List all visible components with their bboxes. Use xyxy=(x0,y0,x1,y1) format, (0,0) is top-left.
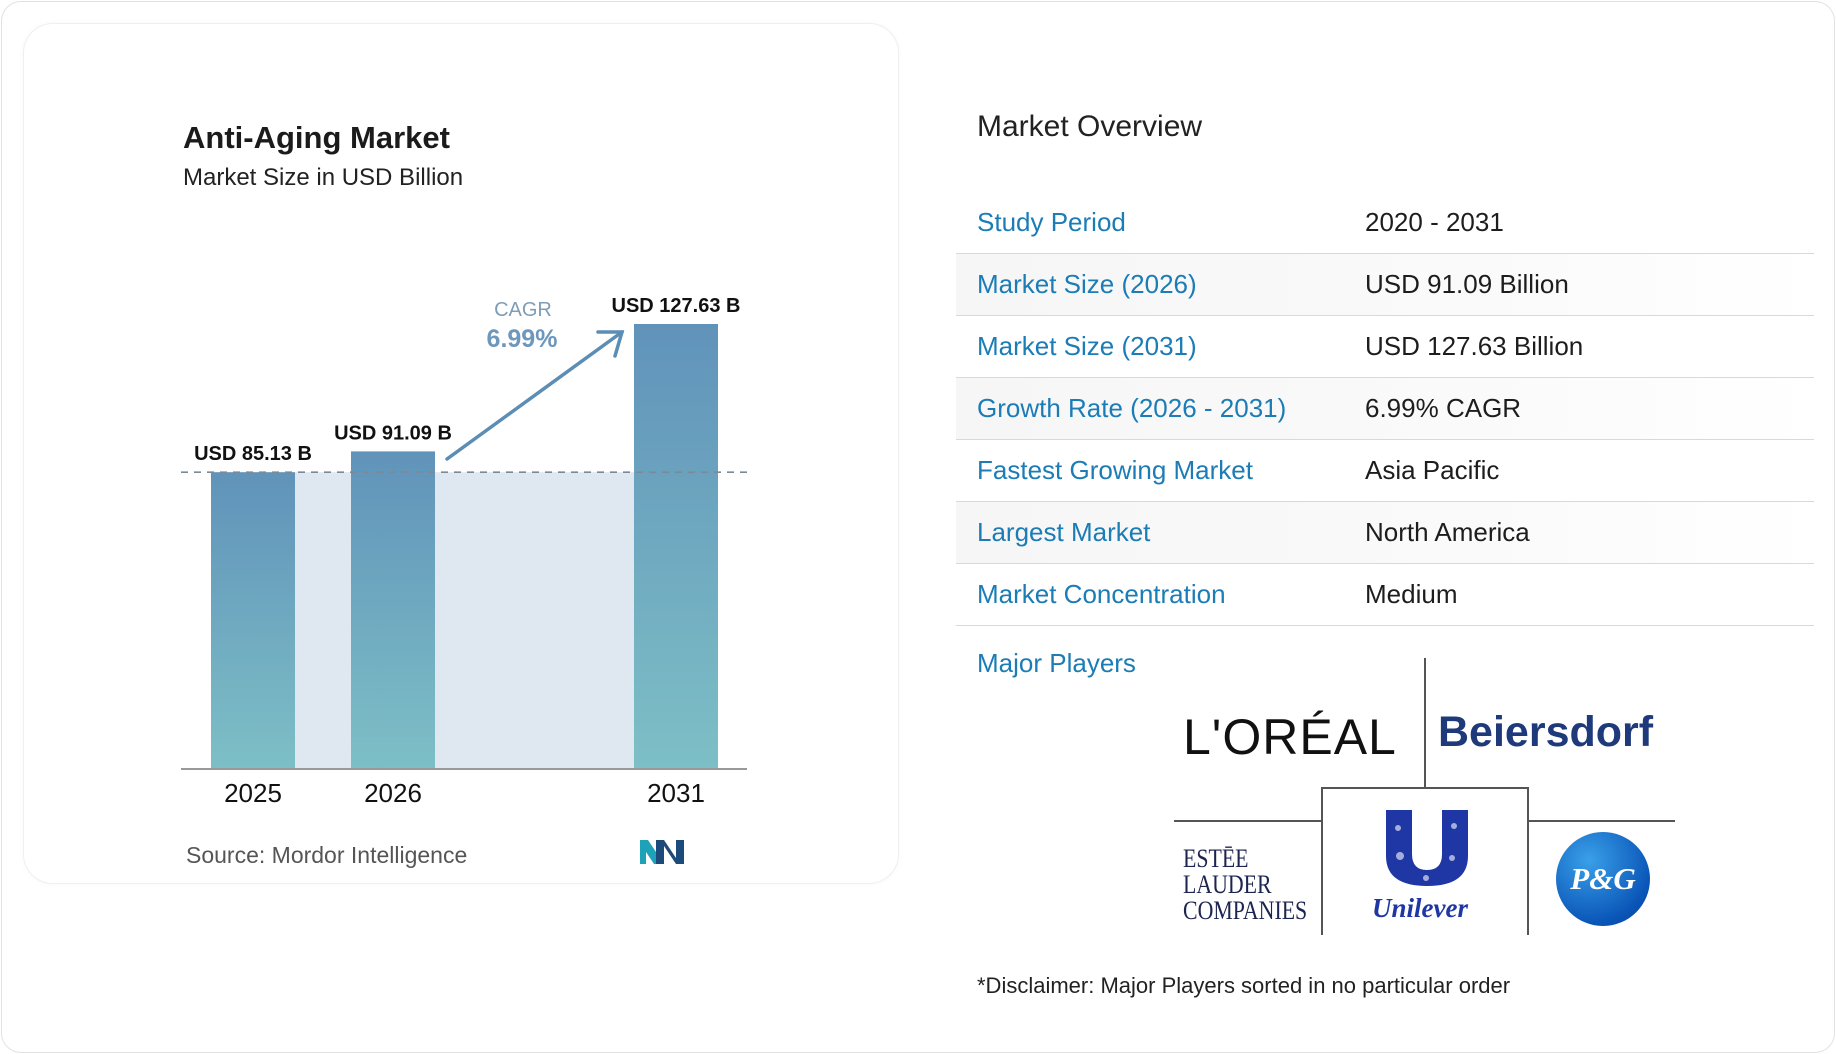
unilever-u-icon xyxy=(1378,808,1476,888)
row-label: Market Concentration xyxy=(977,579,1226,609)
disclaimer: *Disclaimer: Major Players sorted in no … xyxy=(977,973,1511,998)
pg-logo: P&G xyxy=(1556,832,1650,926)
beiersdorf-logo: Beiersdorf xyxy=(1438,708,1654,756)
row-label: Market Size (2026) xyxy=(977,269,1197,299)
row-label: Market Size (2031) xyxy=(977,331,1197,361)
row-value: North America xyxy=(1365,517,1530,547)
row-label: Fastest Growing Market xyxy=(977,455,1253,485)
logo-box xyxy=(1321,787,1529,935)
row-label: Growth Rate (2026 - 2031) xyxy=(977,393,1287,423)
data-label: USD 91.09 B xyxy=(334,422,452,444)
chart-subtitle: Market Size in USD Billion xyxy=(183,164,464,191)
divider xyxy=(1528,820,1675,822)
overview-row: Market Size (2026) USD 91.09 Billion xyxy=(956,254,1814,316)
row-value: Medium xyxy=(1365,579,1458,609)
x-tick-label: 2025 xyxy=(224,778,282,808)
bar-2025 xyxy=(211,472,295,769)
row-label: Study Period xyxy=(977,207,1126,237)
bar-2031 xyxy=(634,324,718,769)
source-text: Source: Mordor Intelligence xyxy=(186,842,468,868)
row-value: USD 91.09 Billion xyxy=(1365,269,1569,299)
cagr-label: CAGR xyxy=(494,299,552,321)
overview-row: Study Period 2020 - 2031 xyxy=(956,192,1814,254)
overview-row: Fastest Growing Market Asia Pacific xyxy=(956,440,1814,502)
overview-title: Market Overview xyxy=(977,110,1203,143)
row-label: Largest Market xyxy=(977,517,1151,547)
x-tick-label: 2031 xyxy=(647,778,705,808)
overview-row: Growth Rate (2026 - 2031) 6.99% CAGR xyxy=(956,378,1814,440)
cagr-value: 6.99% xyxy=(487,325,558,353)
mordor-logo-icon xyxy=(640,840,684,864)
row-value: 6.99% CAGR xyxy=(1365,393,1522,423)
estee-lauder-logo: ESTĒE LAUDER COMPANIES xyxy=(1183,844,1308,925)
major-players-label: Major Players xyxy=(977,648,1136,678)
unilever-logo: Unilever xyxy=(1372,893,1468,923)
overview-row: Market Size (2031) USD 127.63 Billion xyxy=(956,316,1814,378)
overview-row: Market Concentration Medium xyxy=(956,564,1814,626)
shaded-baseline-area xyxy=(295,472,634,769)
x-tick-label: 2026 xyxy=(364,778,422,808)
loreal-logo: L'ORÉAL xyxy=(1183,709,1397,765)
chart-card xyxy=(23,23,899,884)
row-value: USD 127.63 Billion xyxy=(1365,331,1584,361)
overview-row: Largest Market North America xyxy=(956,502,1814,564)
cagr-arrow xyxy=(445,330,625,461)
row-value: 2020 - 2031 xyxy=(1365,207,1504,237)
divider xyxy=(1424,658,1426,787)
chart-title: Anti-Aging Market xyxy=(183,120,450,155)
data-label: USD 85.13 B xyxy=(194,443,312,465)
bar-2026 xyxy=(351,451,435,769)
bar-chart: USD 85.13 B 2025 USD 91.09 B 2026 USD 127.63… xyxy=(181,295,752,808)
row-value: Asia Pacific xyxy=(1365,455,1500,485)
divider xyxy=(1174,820,1322,822)
data-label: USD 127.63 B xyxy=(612,295,741,317)
